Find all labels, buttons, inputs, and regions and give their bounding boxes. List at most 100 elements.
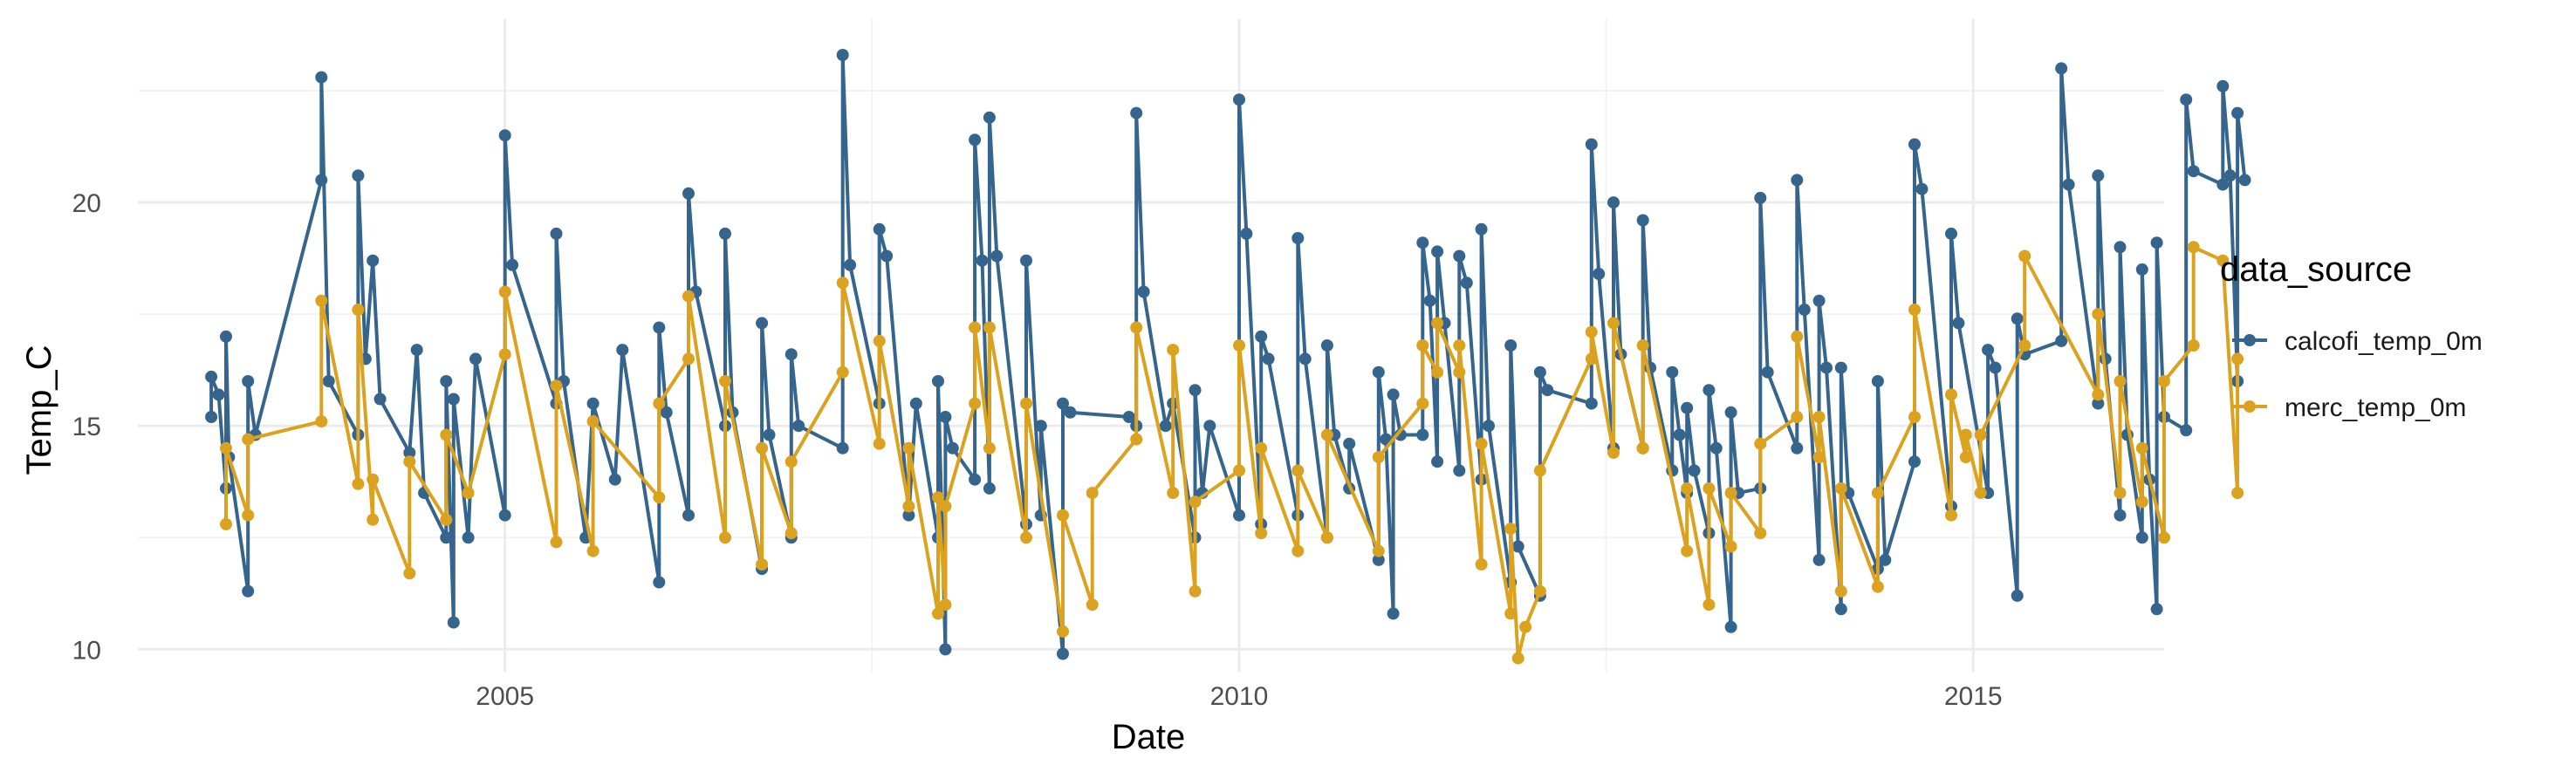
data-point <box>2180 93 2193 106</box>
data-point <box>616 344 629 357</box>
y-tick-label: 20 <box>72 189 101 218</box>
data-point <box>1291 464 1305 477</box>
data-point <box>1020 254 1032 267</box>
data-point <box>1255 330 1268 343</box>
data-point <box>873 334 886 347</box>
data-point <box>242 375 255 387</box>
data-point <box>1189 495 1202 509</box>
data-point <box>1372 553 1385 566</box>
data-point <box>1871 375 1884 387</box>
data-point <box>1688 464 1701 477</box>
data-point <box>983 441 996 454</box>
data-point <box>1057 509 1069 522</box>
data-point <box>1791 441 1804 454</box>
data-point <box>2231 487 2244 500</box>
data-point <box>1416 339 1429 352</box>
data-point <box>1945 388 1957 401</box>
data-point <box>1504 607 1518 620</box>
data-point <box>1585 325 1598 338</box>
data-point <box>1034 420 1047 433</box>
data-point <box>1820 361 1833 374</box>
data-point <box>2187 339 2200 352</box>
data-point <box>1137 285 1150 298</box>
data-point <box>1064 406 1077 419</box>
data-point <box>1233 339 1245 352</box>
data-point <box>1754 191 1767 204</box>
data-point <box>1681 544 1694 557</box>
data-point <box>1754 437 1767 450</box>
data-point <box>447 393 460 406</box>
data-point <box>1262 352 1275 366</box>
data-point <box>506 258 519 271</box>
legend: data_source calcofi_temp_0m merc_temp_0m <box>2220 250 2483 422</box>
data-point <box>2055 62 2068 75</box>
data-point <box>1636 441 1649 454</box>
data-point <box>969 321 982 334</box>
data-point <box>1387 607 1400 620</box>
data-point <box>498 285 511 298</box>
data-point <box>682 290 695 303</box>
data-point <box>352 477 365 490</box>
data-point <box>682 187 695 200</box>
data-point <box>469 352 482 366</box>
data-point <box>1519 620 1532 633</box>
data-point <box>220 330 232 343</box>
series-calcofi_temp_0m <box>205 49 2251 660</box>
data-point <box>969 473 982 486</box>
data-point <box>2231 106 2244 120</box>
data-point <box>1636 214 1649 227</box>
data-point <box>902 441 915 454</box>
data-point <box>836 277 849 290</box>
data-point <box>653 491 666 504</box>
data-point <box>1122 411 1135 423</box>
data-point <box>873 222 886 236</box>
data-point <box>373 393 387 406</box>
data-point <box>205 411 218 423</box>
data-point <box>2114 509 2127 522</box>
data-point <box>242 509 255 522</box>
legend-title: data_source <box>2220 250 2412 289</box>
data-point <box>976 254 989 267</box>
data-point <box>440 513 453 526</box>
data-point <box>1233 509 1245 522</box>
data-point <box>2238 174 2251 187</box>
data-point <box>1724 620 1737 633</box>
data-point <box>1320 428 1333 441</box>
data-point <box>784 348 798 361</box>
data-point <box>1130 321 1143 334</box>
data-point <box>1255 527 1268 540</box>
data-point <box>1812 411 1826 423</box>
data-point <box>1908 304 1921 316</box>
data-point <box>1952 317 1965 330</box>
data-point <box>1607 447 1620 459</box>
data-point <box>1431 245 1444 258</box>
data-point <box>932 607 944 620</box>
data-point <box>498 348 511 361</box>
data-point <box>242 584 255 598</box>
data-point <box>550 227 563 240</box>
data-point <box>969 397 982 410</box>
legend-label: merc_temp_0m <box>2285 393 2466 422</box>
y-axis-title: Temp_C <box>20 345 58 475</box>
data-point <box>550 536 563 549</box>
data-point <box>1791 174 1804 187</box>
data-point <box>2114 487 2127 500</box>
data-point <box>2180 424 2193 437</box>
y-tick-label: 10 <box>72 636 101 665</box>
data-point <box>1167 344 1180 357</box>
data-point <box>1915 182 1929 195</box>
data-point <box>1233 93 1245 106</box>
data-point <box>1159 420 1172 433</box>
data-point <box>2018 339 2031 352</box>
data-point <box>1974 487 1987 500</box>
data-point <box>1511 540 1524 553</box>
data-point <box>1709 441 1723 454</box>
data-point <box>1343 437 1356 450</box>
data-point <box>1475 558 1488 570</box>
data-point <box>1189 584 1202 598</box>
data-point <box>447 616 460 629</box>
data-point <box>1189 384 1202 397</box>
data-point <box>873 437 886 450</box>
data-point <box>1791 330 1804 343</box>
data-point <box>440 428 453 441</box>
